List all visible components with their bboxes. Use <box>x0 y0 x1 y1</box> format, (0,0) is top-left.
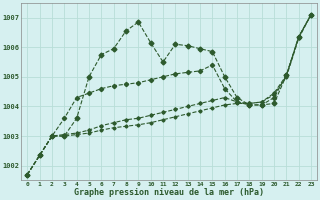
X-axis label: Graphe pression niveau de la mer (hPa): Graphe pression niveau de la mer (hPa) <box>74 188 264 197</box>
